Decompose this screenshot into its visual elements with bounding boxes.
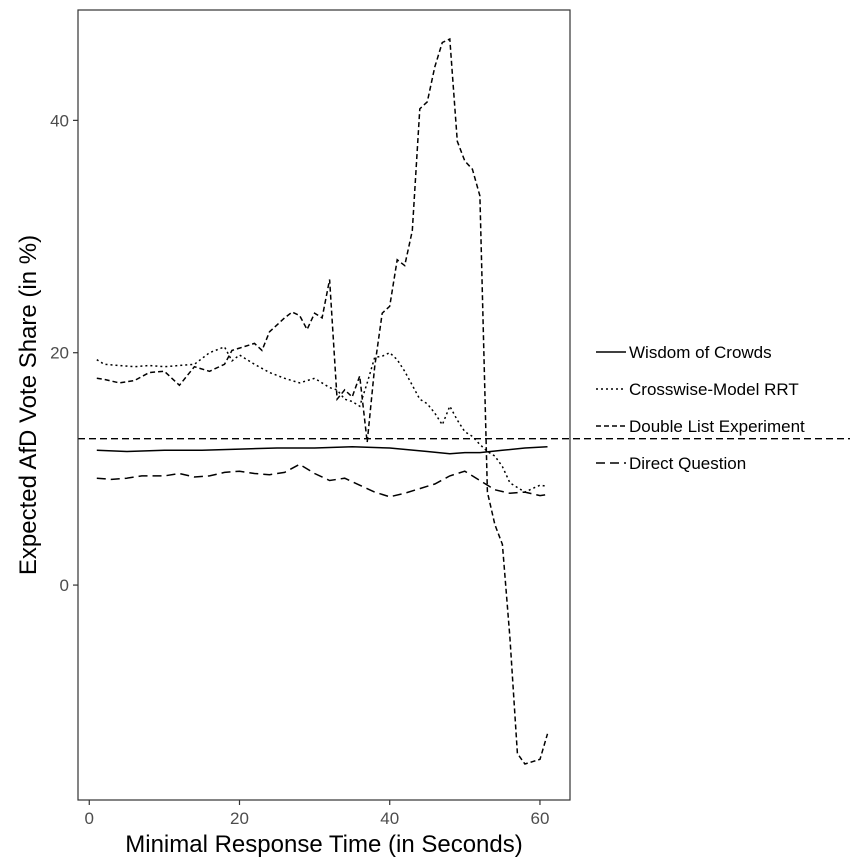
legend-label: Double List Experiment (629, 417, 805, 436)
y-tick-label: 40 (50, 111, 69, 130)
x-tick-label: 20 (230, 809, 249, 828)
series-line-3 (96, 37, 549, 765)
series-line-4 (96, 463, 548, 498)
legend-label: Crosswise-Model RRT (629, 380, 799, 399)
legend: Wisdom of Crowds Crosswise-Model RRT Doubl… (596, 343, 805, 473)
legend-label: Wisdom of Crowds (629, 343, 772, 362)
x-tick-label: 60 (530, 809, 549, 828)
series-line-2 (96, 345, 548, 493)
y-tick-label: 20 (50, 344, 69, 363)
y-tick-label: 0 (60, 576, 69, 595)
x-tick-label: 0 (85, 809, 94, 828)
series-layer (96, 37, 549, 765)
x-tick-label: 40 (380, 809, 399, 828)
plot-panel (77, 9, 571, 801)
legend-label: Direct Question (629, 454, 746, 473)
series-line-1 (96, 446, 548, 455)
y-axis-title: Expected AfD Vote Share (in %) (15, 235, 42, 575)
x-axis: 0 20 40 60 (85, 800, 549, 828)
x-axis-title: Minimal Response Time (in Seconds) (125, 831, 523, 858)
y-axis: 0 20 40 (50, 111, 78, 595)
